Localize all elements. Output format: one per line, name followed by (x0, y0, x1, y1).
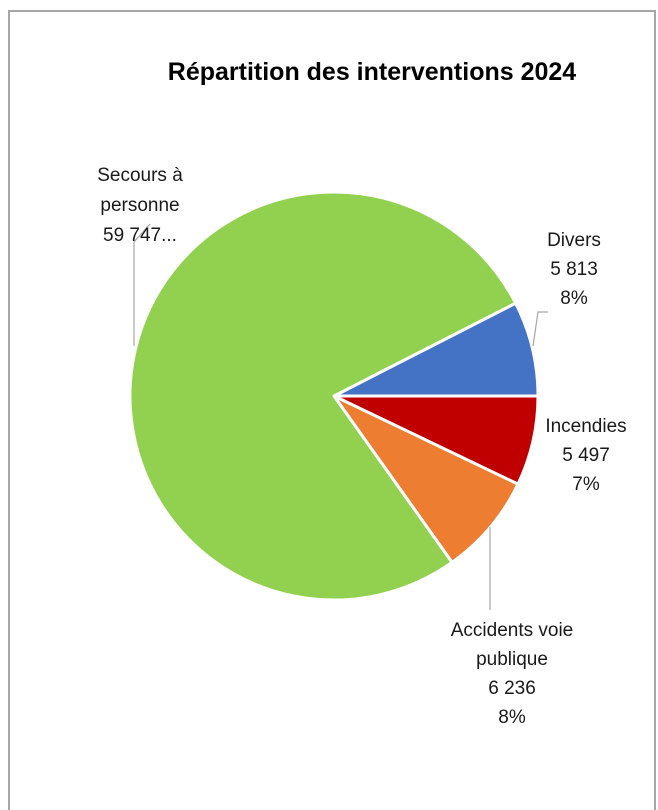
label-divers-percent: 8% (560, 288, 588, 309)
label-avp-percent: 8% (498, 707, 526, 728)
label-incendies-name: Incendies (545, 416, 626, 437)
label-secours-name-2: personne (100, 195, 179, 216)
chart-title: Répartition des interventions 2024 (168, 58, 577, 86)
label-divers-name: Divers (547, 230, 601, 251)
label-divers-value: 5 813 (550, 259, 598, 280)
data-label-secours: Secours à personne 59 747... (97, 165, 183, 246)
pie-slice-secours (128, 190, 518, 602)
data-label-avp: Accidents voie publique 6 236 8% (451, 620, 574, 728)
pie-slice-divers (332, 301, 540, 398)
data-label-divers: Divers 5 813 8% (547, 230, 601, 309)
pie-slices (128, 190, 540, 602)
label-secours-name-1: Secours à (97, 165, 183, 186)
label-avp-value: 6 236 (488, 678, 536, 699)
label-incendies-percent: 7% (572, 474, 600, 495)
leader-line-secours (133, 223, 151, 346)
label-avp-name-1: Accidents voie (451, 620, 574, 641)
label-incendies-value: 5 497 (562, 445, 610, 466)
label-secours-value: 59 747... (103, 225, 177, 246)
leader-line-divers (532, 311, 548, 347)
label-avp-name-2: publique (476, 649, 548, 670)
data-label-incendies: Incendies 5 497 7% (545, 416, 626, 495)
